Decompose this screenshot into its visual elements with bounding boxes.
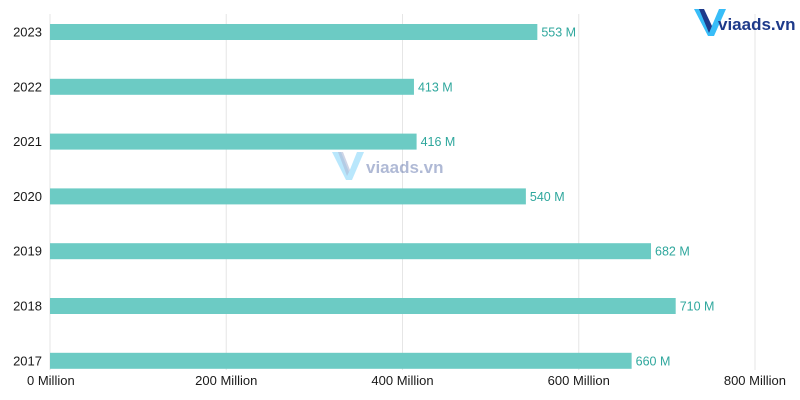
- bar-2022: [50, 78, 414, 95]
- logo-text: viaads.vn: [718, 15, 796, 34]
- x-tick-label: 0 Million: [27, 373, 75, 388]
- watermark-text: viaads.vn: [366, 158, 444, 177]
- bar-2020: [50, 188, 526, 205]
- bars-layer: [50, 24, 676, 369]
- y-tick-label: 2017: [13, 353, 42, 368]
- data-label: 413 M: [418, 80, 453, 94]
- bar-2021: [50, 133, 417, 150]
- y-tick-label: 2018: [13, 299, 42, 314]
- data-label: 553 M: [541, 26, 576, 40]
- brand-logo: viaads.vn: [694, 9, 796, 36]
- data-label: 660 M: [636, 354, 671, 368]
- y-axis: 2023 2022 2021 2020 2019 2018 2017: [13, 25, 42, 369]
- data-label: 710 M: [680, 300, 715, 314]
- bar-2023: [50, 24, 538, 40]
- y-tick-label: 2023: [13, 25, 42, 40]
- x-tick-label: 800 Million: [724, 373, 786, 388]
- x-axis: 0 Million 200 Million 400 Million 600 Milli…: [27, 373, 786, 388]
- labels-layer: 553 M 413 M 416 M 540 M 682 M 710 M 660 M: [418, 26, 714, 369]
- y-tick-label: 2021: [13, 134, 42, 149]
- x-tick-label: 400 Million: [371, 373, 433, 388]
- bar-2018: [50, 298, 676, 314]
- y-tick-label: 2022: [13, 79, 42, 94]
- data-label: 682 M: [655, 245, 690, 259]
- bar-2017: [50, 352, 632, 369]
- data-label: 540 M: [530, 190, 565, 204]
- x-tick-label: 200 Million: [195, 373, 257, 388]
- watermark: viaads.vn: [332, 152, 444, 180]
- y-tick-label: 2020: [13, 189, 42, 204]
- bar-2019: [50, 243, 652, 260]
- x-tick-label: 600 Million: [548, 373, 610, 388]
- y-tick-label: 2019: [13, 244, 42, 259]
- watermark-v-icon: [332, 152, 364, 180]
- data-label: 416 M: [421, 135, 456, 149]
